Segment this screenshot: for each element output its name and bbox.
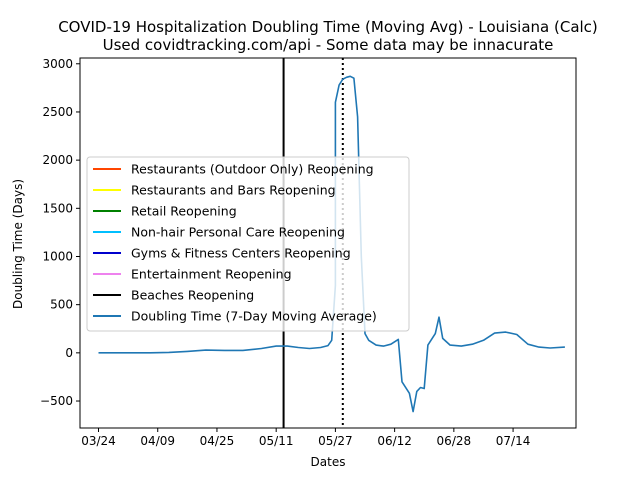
legend-label-3: Non-hair Personal Care Reopening [131,225,345,240]
y-tick-label-0: −500 [40,394,73,408]
x-tick-label-1: 04/09 [140,434,175,448]
y-tick-label-4: 1500 [42,201,73,215]
x-tick-label-3: 05/11 [259,434,294,448]
series-line-0 [98,75,565,413]
y-tick-label-7: 3000 [42,57,73,71]
y-tick-label-6: 2500 [42,105,73,119]
y-tick-label-5: 2000 [42,153,73,167]
y-axis-label: Doubling Time (Days) [11,179,25,309]
y-tick-label-1: 0 [65,346,73,360]
x-tick-label-2: 04/25 [200,434,235,448]
x-tick-label-6: 06/28 [437,434,472,448]
legend-label-5: Entertainment Reopening [131,267,292,282]
legend-label-1: Restaurants and Bars Reopening [131,183,336,198]
legend-label-4: Gyms & Fitness Centers Reopening [131,246,351,261]
plot-frame [79,57,577,429]
x-axis-label: Dates [311,455,346,469]
x-tick-label-0: 03/24 [81,434,116,448]
y-tick-label-2: 500 [50,298,73,312]
x-tick-label-5: 06/12 [377,434,412,448]
y-tick-label-3: 1000 [42,249,73,263]
chart-subtitle: Used covidtracking.com/api - Some data m… [103,36,554,54]
legend-box [86,156,410,332]
legend-label-6: Beaches Reopening [131,288,254,303]
legend-label-7: Doubling Time (7-Day Moving Average) [131,309,377,324]
legend-label-2: Retail Reopening [131,204,237,219]
legend-label-0: Restaurants (Outdoor Only) Reopening [131,162,374,177]
legend: Restaurants (Outdoor Only) Reopening Rest… [86,156,410,332]
x-tick-label-4: 05/27 [318,434,353,448]
x-tick-label-7: 07/14 [496,434,531,448]
chart-title: COVID-19 Hospitalization Doubling Time (… [58,18,598,36]
